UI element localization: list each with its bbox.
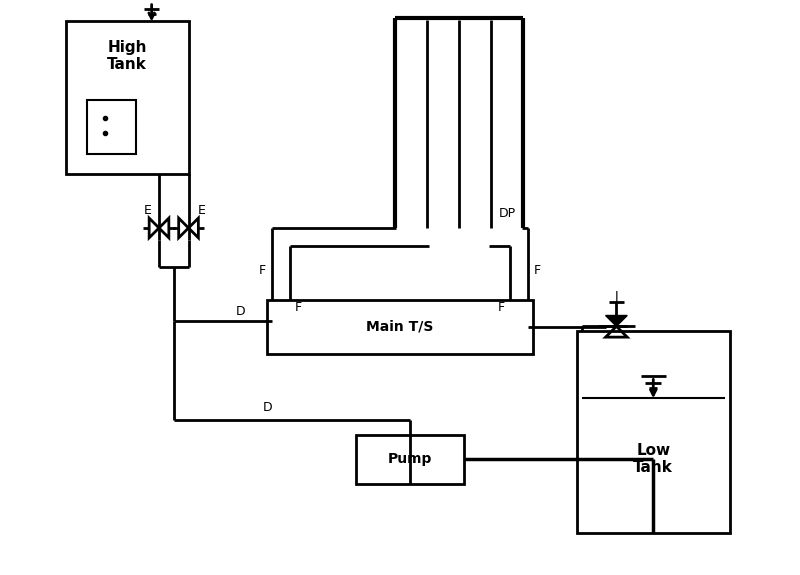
Bar — [577, 331, 730, 533]
Text: J: J — [614, 290, 618, 303]
Polygon shape — [606, 316, 627, 326]
Text: Main T/S: Main T/S — [366, 320, 434, 334]
Bar — [267, 300, 533, 354]
Text: E: E — [143, 204, 151, 217]
Text: DP: DP — [498, 206, 515, 220]
Text: Pump: Pump — [388, 452, 432, 466]
Text: F: F — [295, 301, 302, 314]
Text: F: F — [498, 301, 505, 314]
Bar — [87, 100, 136, 154]
Text: High
Tank: High Tank — [107, 40, 147, 72]
Text: Low
Tank: Low Tank — [634, 443, 674, 476]
Text: F: F — [258, 264, 266, 277]
Text: D: D — [236, 305, 246, 318]
Text: F: F — [534, 264, 542, 277]
Text: D: D — [262, 401, 272, 415]
Bar — [66, 21, 189, 174]
Bar — [356, 435, 464, 484]
Text: E: E — [198, 204, 206, 217]
